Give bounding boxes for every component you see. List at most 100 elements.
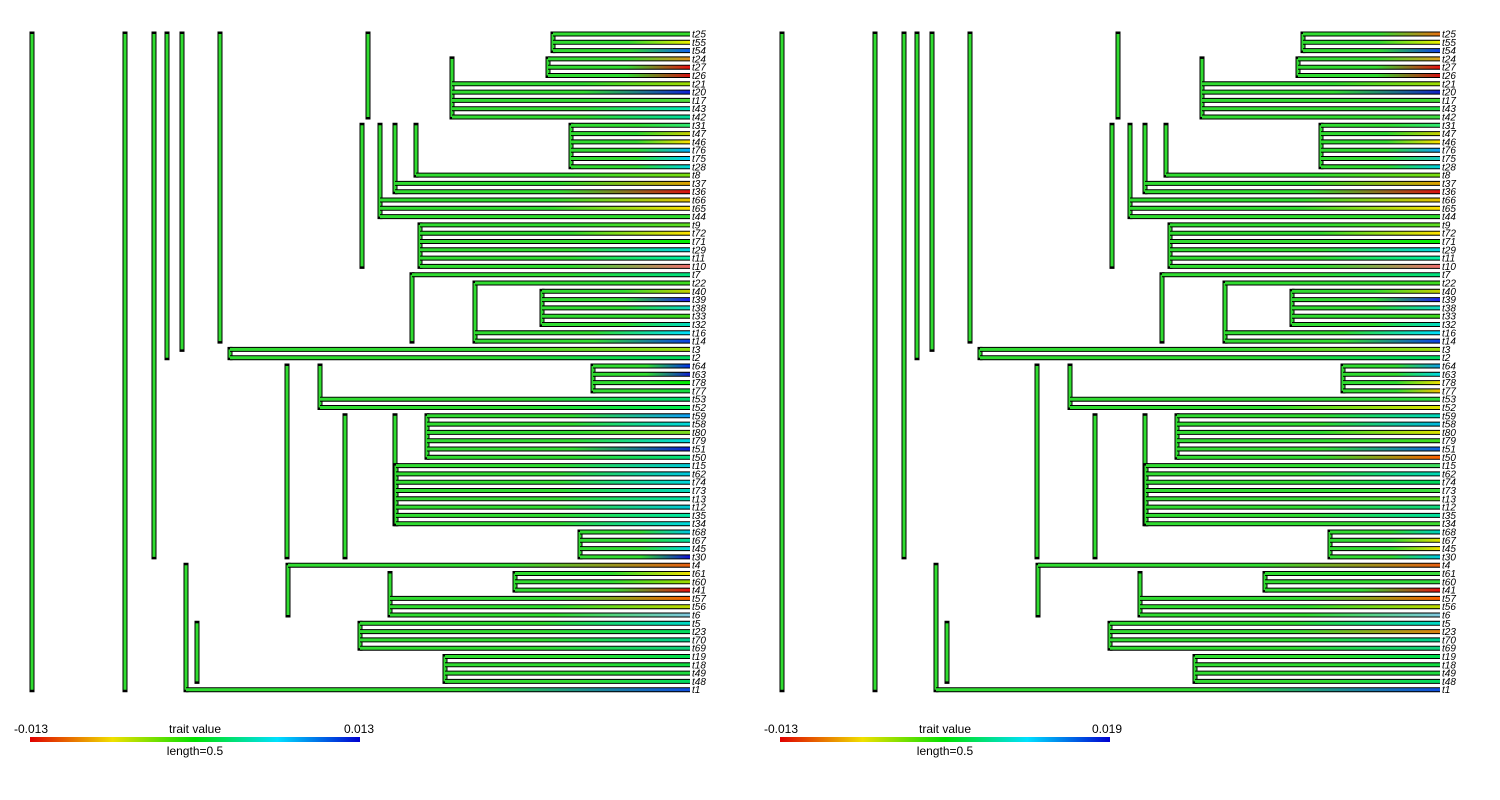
tip-label: t55 bbox=[692, 38, 706, 49]
terminal-branch bbox=[542, 314, 690, 318]
tip-label: t7 bbox=[1442, 270, 1451, 281]
terminal-branch bbox=[452, 82, 690, 86]
terminal-branch bbox=[1177, 455, 1440, 459]
tip-label: t43 bbox=[692, 104, 706, 115]
terminal-branch bbox=[515, 572, 690, 575]
tip-label: t59 bbox=[692, 411, 706, 422]
terminal-branch bbox=[1177, 430, 1440, 434]
terminal-branch bbox=[1070, 406, 1440, 409]
terminal-branch bbox=[1146, 480, 1440, 484]
terminal-branch bbox=[553, 40, 690, 44]
terminal-branch bbox=[593, 372, 690, 376]
tip-label: t50 bbox=[692, 453, 706, 464]
terminal-branch bbox=[1146, 464, 1440, 468]
terminal-branch bbox=[593, 364, 690, 368]
terminal-branch bbox=[445, 655, 690, 658]
right-tree-panel: t25t55t54t24t27t26t21t20t17t43t42t31t47t… bbox=[764, 30, 1456, 759]
legend-scale-label: length=0.5 bbox=[917, 744, 974, 758]
terminal-branch bbox=[1303, 49, 1440, 53]
right-tip-labels: t25t55t54t24t27t26t21t20t17t43t42t31t47t… bbox=[1442, 30, 1456, 697]
terminal-branch bbox=[1330, 555, 1440, 559]
terminal-branch bbox=[1170, 256, 1440, 260]
tip-label: t7 bbox=[692, 270, 701, 281]
terminal-branch bbox=[1202, 98, 1440, 102]
tip-label: t45 bbox=[692, 544, 706, 555]
terminal-branch bbox=[980, 356, 1440, 360]
color-scale-bar bbox=[30, 737, 360, 742]
tip-label: t61 bbox=[692, 569, 706, 580]
tip-label: t59 bbox=[1442, 411, 1456, 422]
terminal-branch bbox=[571, 148, 690, 152]
terminal-branch bbox=[515, 588, 690, 592]
tip-label: t71 bbox=[692, 237, 706, 248]
terminal-branch bbox=[1145, 181, 1440, 185]
terminal-branch bbox=[445, 671, 690, 675]
tip-label: t26 bbox=[692, 71, 706, 82]
terminal-branch bbox=[1321, 140, 1440, 144]
tip-label: t75 bbox=[1442, 154, 1456, 165]
terminal-branch bbox=[1298, 57, 1440, 61]
tip-label: t47 bbox=[692, 129, 706, 140]
left-tip-labels: t25t55t54t24t27t26t21t20t17t43t42t31t47t… bbox=[692, 30, 706, 697]
left-tree-panel: t25t55t54t24t27t26t21t20t17t43t42t31t47t… bbox=[14, 30, 706, 759]
terminal-branch bbox=[1321, 165, 1440, 169]
terminal-branch bbox=[475, 331, 690, 335]
tip-label: t13 bbox=[1442, 494, 1456, 505]
tip-label: t56 bbox=[692, 602, 706, 613]
tip-label: t16 bbox=[1442, 328, 1456, 339]
terminal-branch bbox=[396, 464, 690, 468]
tip-label: t27 bbox=[692, 63, 706, 74]
terminal-branch bbox=[542, 289, 690, 293]
tip-label: t8 bbox=[1442, 171, 1451, 182]
terminal-branch bbox=[542, 306, 690, 310]
tip-label: t5 bbox=[1442, 619, 1451, 630]
tip-label: t52 bbox=[692, 403, 706, 414]
tip-label: t80 bbox=[1442, 428, 1456, 439]
tip-label: t46 bbox=[1442, 137, 1456, 148]
tip-label: t43 bbox=[1442, 104, 1456, 115]
tip-label: t37 bbox=[1442, 179, 1456, 190]
terminal-branch bbox=[580, 538, 690, 542]
tip-label: t71 bbox=[1442, 237, 1456, 248]
terminal-branch bbox=[1321, 148, 1440, 152]
tip-label: t18 bbox=[1442, 660, 1456, 671]
tip-label: t17 bbox=[1442, 96, 1456, 107]
terminal-branch bbox=[445, 663, 690, 667]
terminal-branch bbox=[1225, 281, 1440, 285]
terminal-branch bbox=[1292, 314, 1440, 318]
terminal-branch bbox=[1343, 389, 1440, 393]
terminal-branch bbox=[1177, 447, 1440, 451]
terminal-branch bbox=[420, 223, 690, 227]
terminal-branch bbox=[1110, 638, 1440, 642]
terminal-branch bbox=[396, 489, 690, 492]
tip-label: t73 bbox=[692, 486, 706, 497]
tip-label: t5 bbox=[692, 619, 701, 630]
tip-label: t74 bbox=[1442, 478, 1456, 489]
tip-label: t48 bbox=[692, 677, 706, 688]
left-color-legend: -0.013 trait value 0.013 length=0.5 bbox=[14, 722, 374, 758]
terminal-branch bbox=[553, 32, 690, 36]
terminal-branch bbox=[1265, 572, 1440, 575]
tip-label: t2 bbox=[692, 353, 701, 364]
terminal-branch bbox=[1298, 74, 1440, 77]
tip-label: t45 bbox=[1442, 544, 1456, 555]
tip-label: t15 bbox=[1442, 461, 1456, 472]
tip-label: t3 bbox=[1442, 345, 1451, 356]
terminal-branch bbox=[186, 688, 690, 692]
tip-label: t33 bbox=[1442, 312, 1456, 323]
tip-label: t19 bbox=[1442, 652, 1456, 663]
tip-label: t20 bbox=[1442, 88, 1456, 99]
tip-label: t63 bbox=[692, 370, 706, 381]
terminal-branch bbox=[320, 406, 690, 409]
terminal-branch bbox=[396, 480, 690, 484]
terminal-branch bbox=[593, 381, 690, 385]
tip-label: t54 bbox=[692, 46, 706, 57]
tip-label: t1 bbox=[692, 685, 700, 696]
tip-label: t63 bbox=[1442, 370, 1456, 381]
tip-label: t6 bbox=[692, 611, 701, 622]
tip-label: t8 bbox=[692, 171, 701, 182]
tip-label: t39 bbox=[692, 295, 706, 306]
terminal-branch bbox=[452, 90, 690, 94]
terminal-branch bbox=[1146, 472, 1440, 476]
